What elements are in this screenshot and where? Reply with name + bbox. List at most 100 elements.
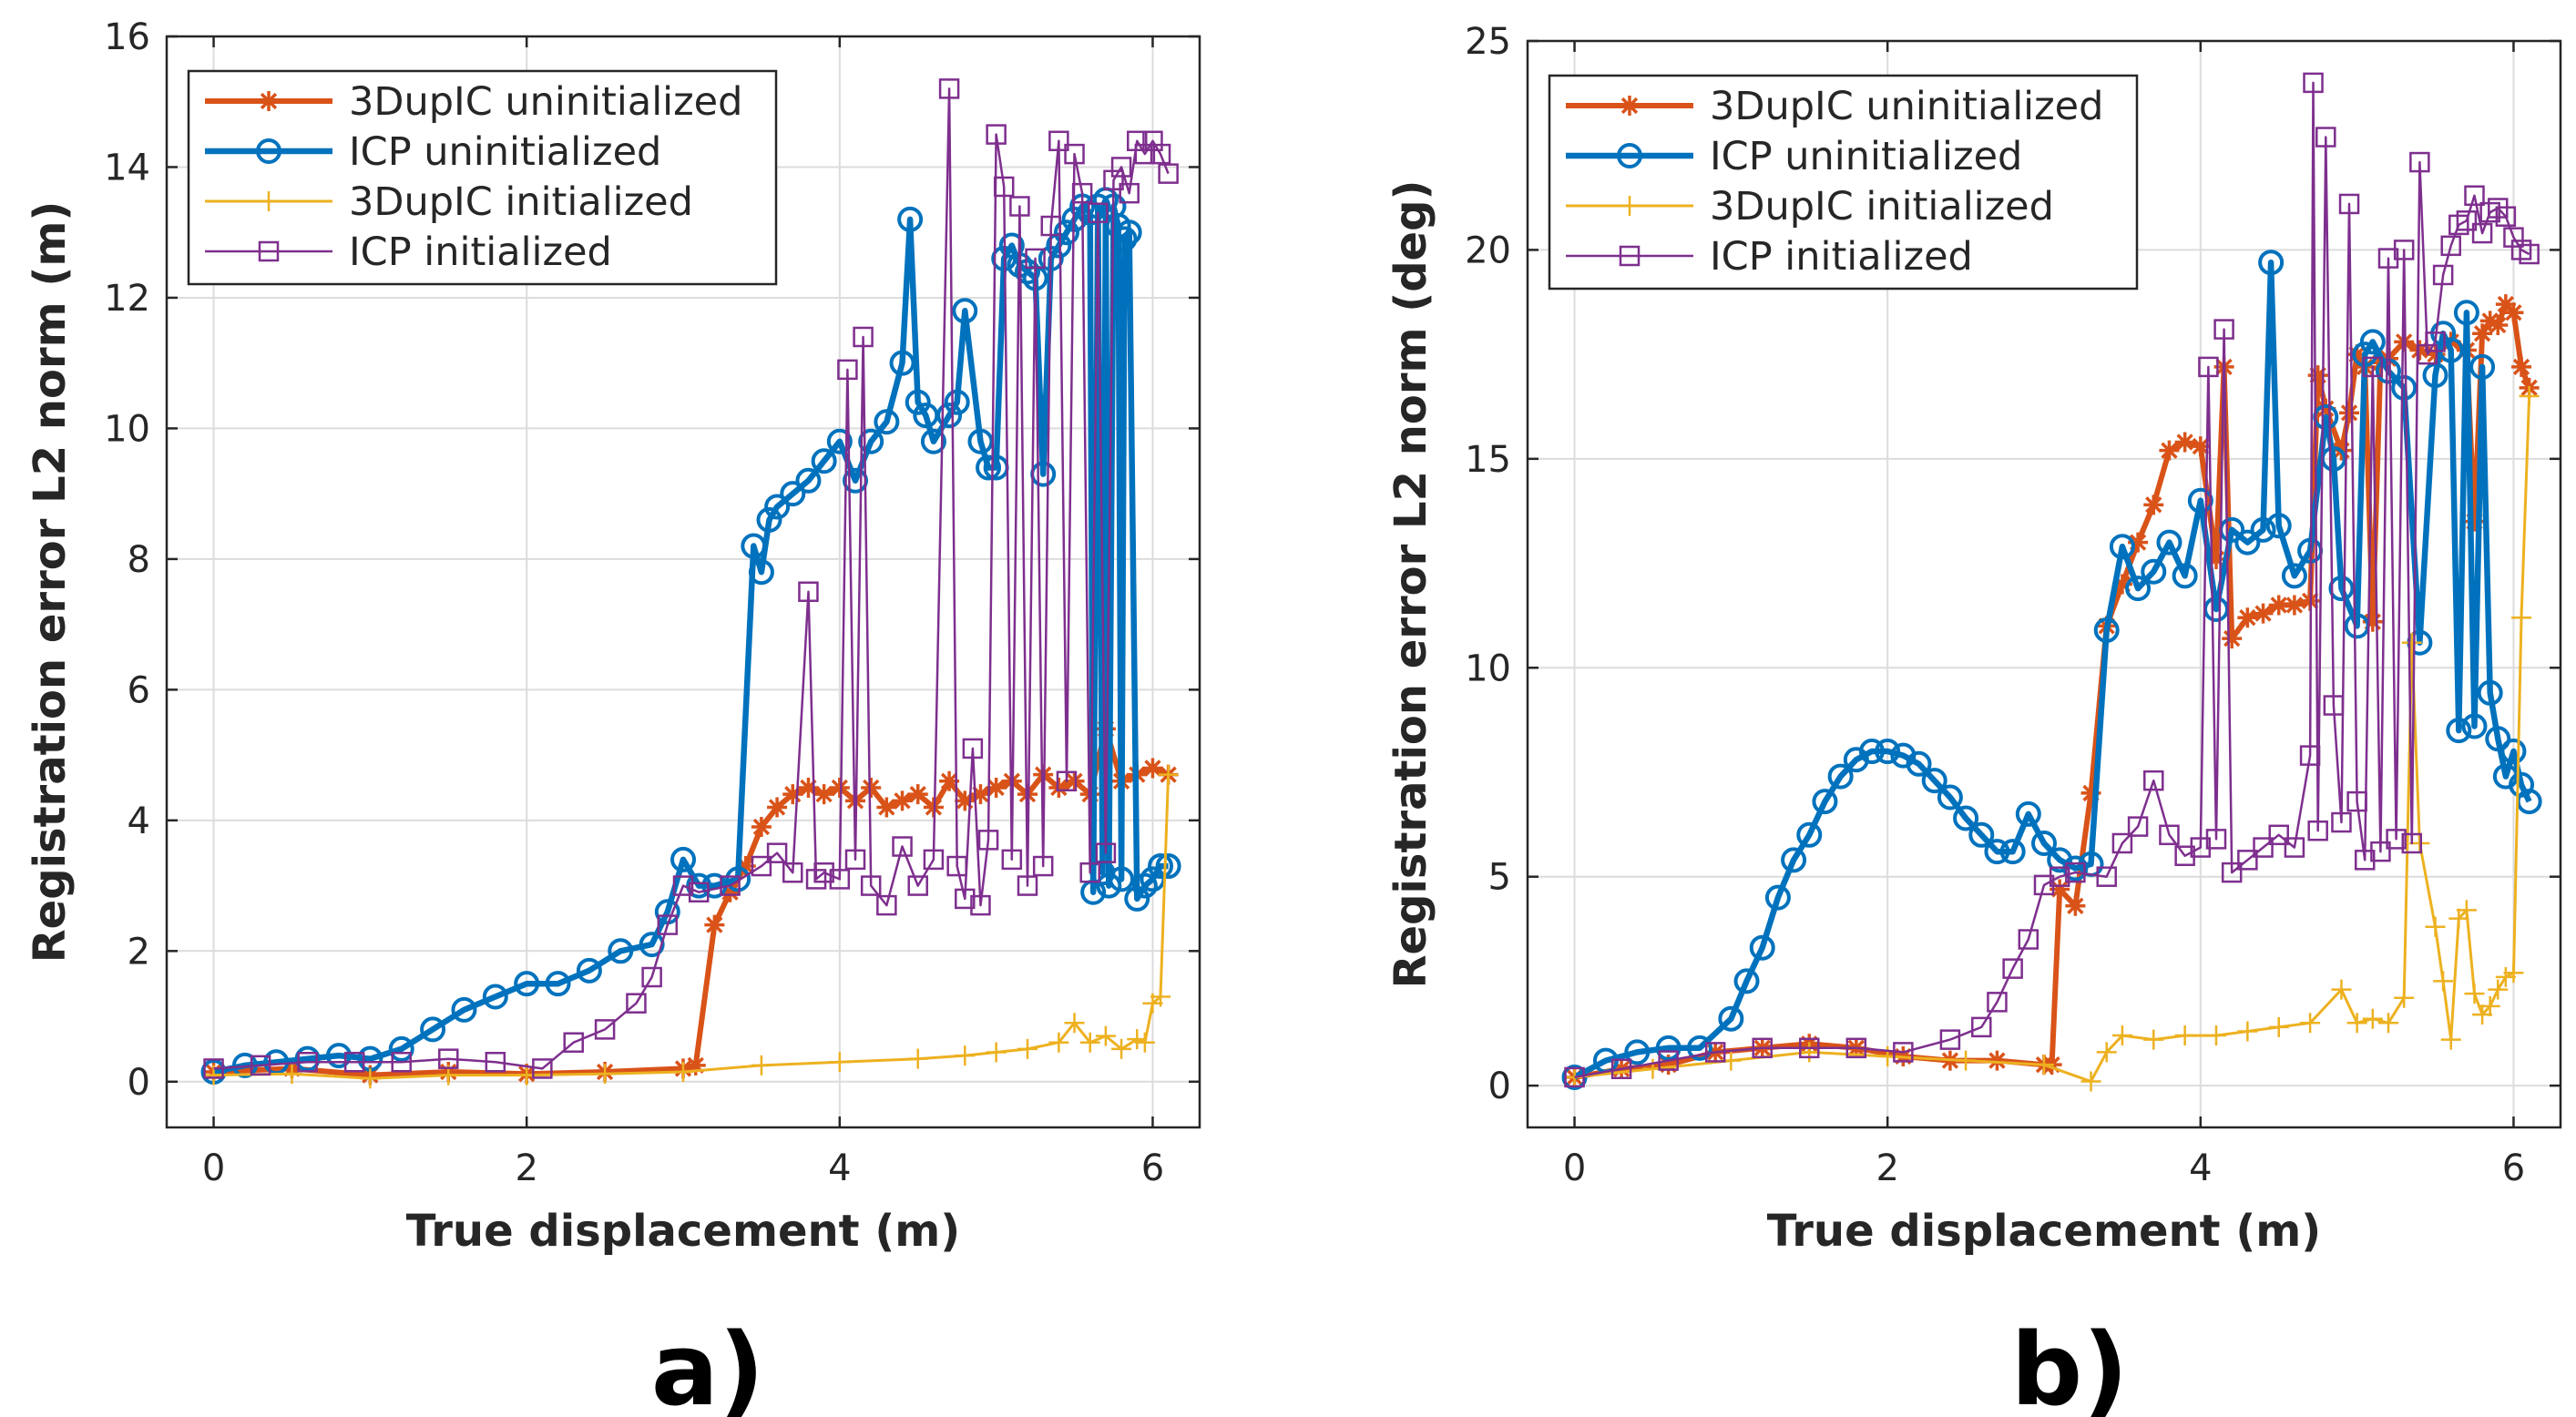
data-point bbox=[2143, 770, 2164, 791]
data-point bbox=[2222, 628, 2243, 649]
data-point bbox=[2268, 595, 2289, 616]
legend-box bbox=[1548, 74, 2139, 291]
legend-item: 3DupIC uninitialized bbox=[205, 79, 742, 125]
data-point bbox=[1893, 1042, 1914, 1063]
data-point bbox=[1158, 163, 1179, 184]
data-point bbox=[944, 389, 970, 415]
data-point bbox=[2425, 916, 2446, 937]
data-point bbox=[673, 1062, 693, 1083]
data-point bbox=[2284, 595, 2305, 616]
data-point bbox=[955, 790, 976, 811]
data-point bbox=[1875, 739, 1901, 765]
chart-panel-b: 0 2 4 6 0 5 10 15 20 25 True displacement (m) Regis… bbox=[1385, 21, 2562, 1417]
data-point bbox=[748, 559, 774, 586]
data-point bbox=[2031, 830, 2057, 856]
series-layer bbox=[1561, 72, 2542, 1092]
data-point bbox=[2461, 713, 2488, 739]
data-point bbox=[2174, 432, 2195, 453]
data-point bbox=[2394, 331, 2415, 352]
x-tick-label: 0 bbox=[202, 1147, 225, 1189]
data-point bbox=[2448, 908, 2469, 929]
data-point bbox=[2234, 529, 2261, 556]
y-tick-label: 15 bbox=[1465, 439, 1511, 481]
data-point bbox=[203, 1058, 224, 1079]
legend-item: ICP initialized bbox=[1566, 234, 1973, 280]
data-point bbox=[2300, 1013, 2321, 1034]
data-point bbox=[672, 875, 694, 896]
series-line bbox=[1574, 395, 2531, 1083]
data-point bbox=[1956, 1050, 1977, 1071]
data-point bbox=[2250, 516, 2276, 543]
data-point bbox=[1127, 130, 1148, 152]
legend-marker bbox=[256, 138, 281, 164]
data-point bbox=[1764, 884, 1791, 911]
legend-item: 3DupIC initialized bbox=[205, 179, 693, 225]
data-point bbox=[1009, 196, 1030, 217]
data-point bbox=[343, 1052, 365, 1073]
y-tick-label: 10 bbox=[104, 408, 150, 450]
data-point bbox=[1624, 1039, 1651, 1065]
data-point bbox=[967, 428, 994, 454]
data-point bbox=[2111, 1025, 2132, 1046]
data-point bbox=[946, 855, 967, 877]
data-point bbox=[1937, 784, 1963, 810]
data-point bbox=[1017, 1038, 1038, 1059]
data-point bbox=[1071, 182, 1093, 204]
data-point bbox=[735, 856, 756, 877]
panel-label: a) bbox=[651, 1311, 765, 1417]
data-point bbox=[938, 78, 960, 99]
data-point bbox=[2268, 1016, 2289, 1037]
series-3dupic-initialized bbox=[203, 764, 1179, 1089]
data-point bbox=[2065, 861, 2086, 883]
data-point bbox=[2453, 300, 2479, 326]
data-point bbox=[1053, 219, 1079, 246]
data-point bbox=[2096, 1042, 2117, 1063]
data-point bbox=[1032, 855, 1054, 877]
data-point bbox=[986, 1042, 1007, 1063]
data-point bbox=[1017, 875, 1038, 896]
data-point bbox=[704, 914, 725, 935]
y-tick-label: 2 bbox=[128, 931, 150, 973]
data-point bbox=[1048, 1032, 1069, 1053]
data-point bbox=[939, 770, 960, 791]
data-point bbox=[1127, 1029, 1148, 1050]
data-point bbox=[1064, 770, 1085, 791]
data-point bbox=[2511, 356, 2532, 377]
y-tick-label: 0 bbox=[128, 1062, 150, 1104]
data-point bbox=[907, 1048, 928, 1069]
y-tick-label: 25 bbox=[1465, 21, 1511, 63]
data-point bbox=[2464, 511, 2485, 532]
data-point bbox=[2511, 607, 2532, 628]
data-point bbox=[1749, 934, 1775, 961]
data-point bbox=[2386, 829, 2407, 850]
data-point bbox=[388, 1035, 414, 1062]
data-point bbox=[986, 124, 1007, 145]
data-point bbox=[1799, 1042, 1820, 1063]
data-point bbox=[2065, 895, 2086, 916]
data-point bbox=[451, 996, 477, 1023]
data-point bbox=[2346, 344, 2367, 365]
data-point bbox=[892, 836, 913, 857]
y-axis-label: Registration error L2 norm (m) bbox=[25, 201, 76, 963]
data-point bbox=[955, 1045, 976, 1066]
data-point bbox=[1001, 849, 1023, 871]
data-point bbox=[657, 914, 679, 935]
data-point bbox=[2315, 398, 2336, 419]
data-point bbox=[1906, 750, 1932, 777]
legend-label: 3DupIC initialized bbox=[349, 179, 693, 225]
data-point bbox=[1953, 805, 1979, 831]
series-layer bbox=[200, 78, 1181, 1089]
data-point bbox=[889, 350, 915, 376]
data-point bbox=[795, 467, 822, 494]
data-point bbox=[2440, 1029, 2461, 1050]
data-point bbox=[1079, 1032, 1100, 1053]
data-point bbox=[608, 938, 634, 964]
legend-item: ICP uninitialized bbox=[1566, 134, 2022, 179]
data-point bbox=[2299, 745, 2321, 766]
data-point bbox=[2109, 534, 2135, 560]
data-point bbox=[2359, 329, 2386, 355]
data-point bbox=[2190, 436, 2211, 457]
x-tick-label: 4 bbox=[2189, 1147, 2212, 1189]
data-point bbox=[1987, 992, 2008, 1013]
